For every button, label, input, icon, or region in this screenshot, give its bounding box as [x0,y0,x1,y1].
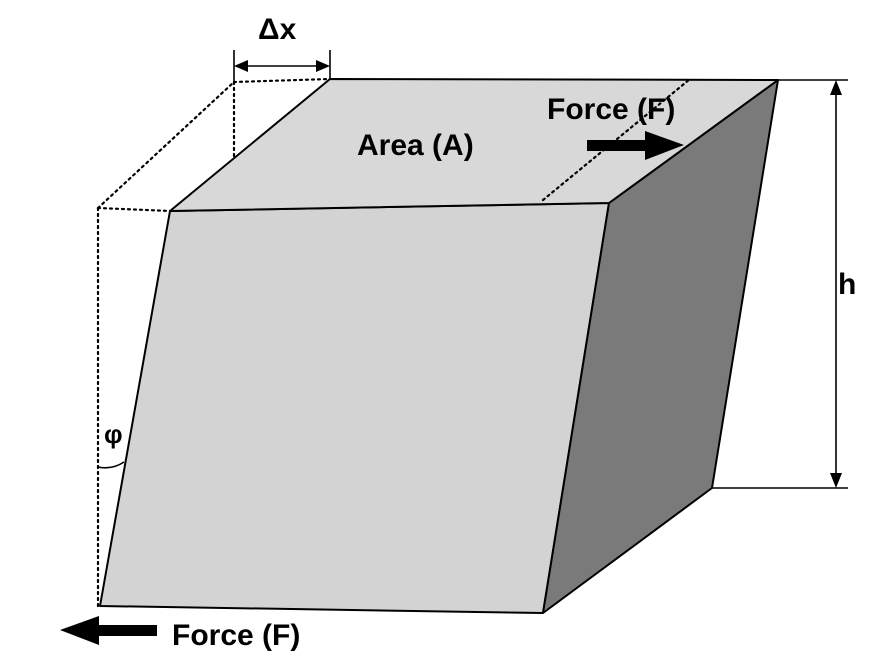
angle-phi-label: φ [104,419,123,449]
undeformed-top-right-edge-overlay [541,77,692,202]
height-label: h [838,268,856,301]
top-force-arrow [587,131,684,160]
height-arrowhead-top [830,80,842,95]
top-force-label: Force (F) [547,93,675,126]
top-force-arrowhead [645,131,684,160]
front-face [99,202,610,614]
undeformed-top-left-edge [96,80,236,210]
delta-x-label: Δx [258,13,297,46]
top-force-arrow-shaft [587,140,649,151]
delta-x-arrowhead-right [316,60,330,72]
bottom-force-arrowhead [60,616,99,645]
height-dimension [712,79,848,489]
angle-phi-arc [97,461,125,469]
delta-x-dimension [233,50,331,82]
bottom-force-arrow [60,616,157,645]
delta-x-arrowhead-left [234,60,248,72]
height-arrowhead-bottom [830,473,842,488]
bottom-force-label: Force (F) [172,619,300,652]
area-label: Area (A) [357,129,474,162]
undeformed-front-top-edge [96,206,172,213]
bottom-force-arrow-shaft [95,625,157,636]
undeformed-top-back-edge [232,77,332,84]
